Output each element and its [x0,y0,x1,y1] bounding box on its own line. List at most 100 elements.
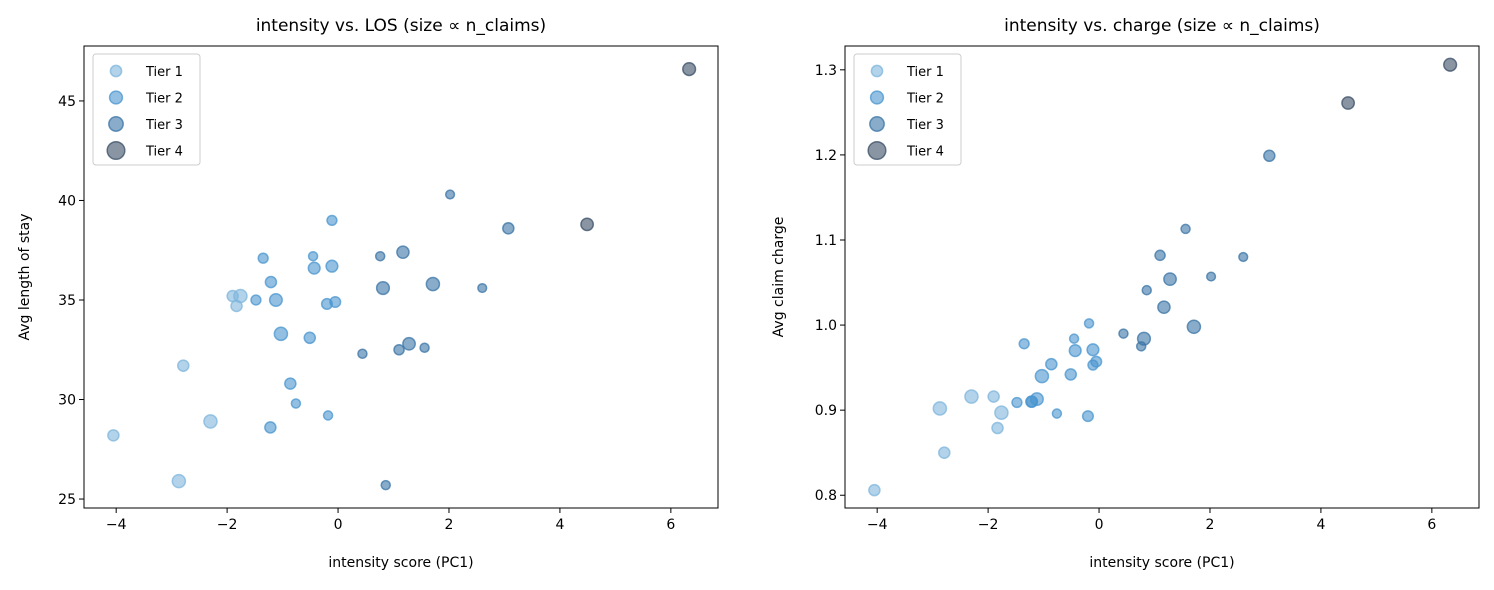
legend-marker-tier-1 [870,64,884,78]
data-point-tier-2 [1051,408,1063,419]
data-point-tier-1 [177,359,190,372]
data-point-tier-2 [322,410,334,421]
data-point-tier-2 [1018,338,1030,350]
data-point-tier-3 [1154,249,1166,262]
data-point-tier-1 [203,414,218,429]
data-point-tier-4 [1443,57,1458,72]
data-point-tier-1 [171,473,187,489]
x-axis-label: intensity score (PC1) [328,555,473,571]
legend-marker-tier-3 [869,116,885,132]
x-tick-label: 2 [1206,517,1215,533]
data-point-tier-4 [1341,96,1356,110]
legend-marker-tier-1 [109,64,123,78]
legend-marker-tier-2 [869,90,885,105]
legend-box [92,53,201,166]
data-point-tier-2 [1068,343,1082,358]
data-point-tier-3 [375,280,391,296]
y-tick-label: 0.9 [815,403,837,419]
data-point-tier-3 [1141,284,1153,296]
data-point-tier-4 [580,217,595,232]
data-point-tier-2 [307,261,321,275]
data-point-tier-3 [425,276,441,292]
data-point-tier-1 [964,389,979,404]
x-tick-label: 2 [445,517,454,533]
data-point-tier-2 [273,326,289,342]
legend: Tier 1 Tier 2 Tier 3 Tier 4 [853,53,962,166]
legend-marker-tier-3 [108,116,124,132]
data-point-tier-2 [1083,318,1095,329]
x-tick-label: −2 [217,517,238,533]
x-tick-label: 6 [1427,517,1436,533]
x-axis-label: intensity score (PC1) [1089,555,1234,571]
y-axis-label: Avg length of stay [17,213,33,340]
charge-scatter-panel: intensity vs. charge (size ∝ n_claims) i… [771,16,1480,571]
legend-label: Tier 3 [145,118,183,133]
data-point-tier-1 [991,421,1004,435]
data-point-tier-3 [1186,319,1202,335]
data-point-tier-3 [393,343,405,356]
x-tick-label: −4 [106,517,127,533]
data-point-tier-2 [1068,333,1080,344]
data-point-tier-2 [303,331,317,345]
data-point-tier-1 [994,405,1009,420]
y-tick-label: 1.0 [815,318,837,334]
data-point-tier-3 [1118,328,1129,339]
chart-title: intensity vs. LOS (size ∝ n_claims) [256,16,546,36]
y-tick-label: 30 [58,393,76,409]
data-point-tier-3 [502,222,515,235]
chart-title: intensity vs. charge (size ∝ n_claims) [1004,16,1320,36]
data-point-tier-3 [419,342,430,354]
data-point-tier-2 [264,275,278,289]
data-point-tier-2 [268,292,283,307]
x-tick-label: −4 [867,517,888,533]
legend-label: Tier 4 [906,145,944,160]
y-tick-label: 25 [58,492,76,508]
x-tick-label: 0 [1095,517,1104,533]
data-point-tier-2 [284,377,297,390]
data-point-tier-3 [1238,251,1249,263]
data-point-tier-3 [374,250,386,262]
data-point-tier-2 [1090,355,1103,368]
data-point-tier-3 [1157,300,1171,315]
x-tick-label: 4 [1316,517,1325,533]
legend: Tier 1 Tier 2 Tier 3 Tier 4 [92,53,201,166]
data-point-tier-4 [682,61,697,77]
data-point-tier-3 [396,245,410,260]
legend-label: Tier 4 [145,145,183,160]
data-point-tier-3 [380,479,392,491]
data-point-tier-2 [326,214,338,227]
legend-box [853,53,962,166]
data-point-tier-3 [444,189,456,200]
data-point-tier-3 [357,348,368,359]
data-point-tier-2 [1034,368,1050,384]
legend-marker-tier-2 [108,90,124,105]
plot-frame [844,45,1480,509]
x-tick-label: −2 [978,517,999,533]
data-point-tier-2 [1064,368,1078,381]
data-point-tier-1 [230,299,243,313]
x-tick-label: 4 [555,517,564,533]
data-point-tier-2 [1045,357,1058,371]
y-tick-label: 40 [58,193,76,209]
legend-label: Tier 2 [906,92,944,107]
x-tick-label: 6 [666,517,675,533]
legend-label: Tier 1 [145,65,183,80]
data-point-tier-1 [107,429,120,442]
data-point-tier-3 [402,336,416,351]
data-point-tier-2 [307,250,319,262]
data-point-tier-1 [932,401,948,416]
y-tick-label: 35 [58,293,76,309]
data-point-tier-2 [250,294,262,306]
data-point-tier-1 [868,483,881,497]
points [868,57,1458,497]
data-point-tier-2 [329,295,342,309]
data-point-tier-2 [1011,396,1023,409]
data-point-tier-2 [325,259,339,273]
data-point-tier-2 [1086,343,1100,357]
data-point-tier-2 [1081,410,1094,423]
data-point-tier-3 [1205,271,1217,282]
y-tick-label: 45 [58,94,76,110]
data-point-tier-2 [290,398,302,409]
